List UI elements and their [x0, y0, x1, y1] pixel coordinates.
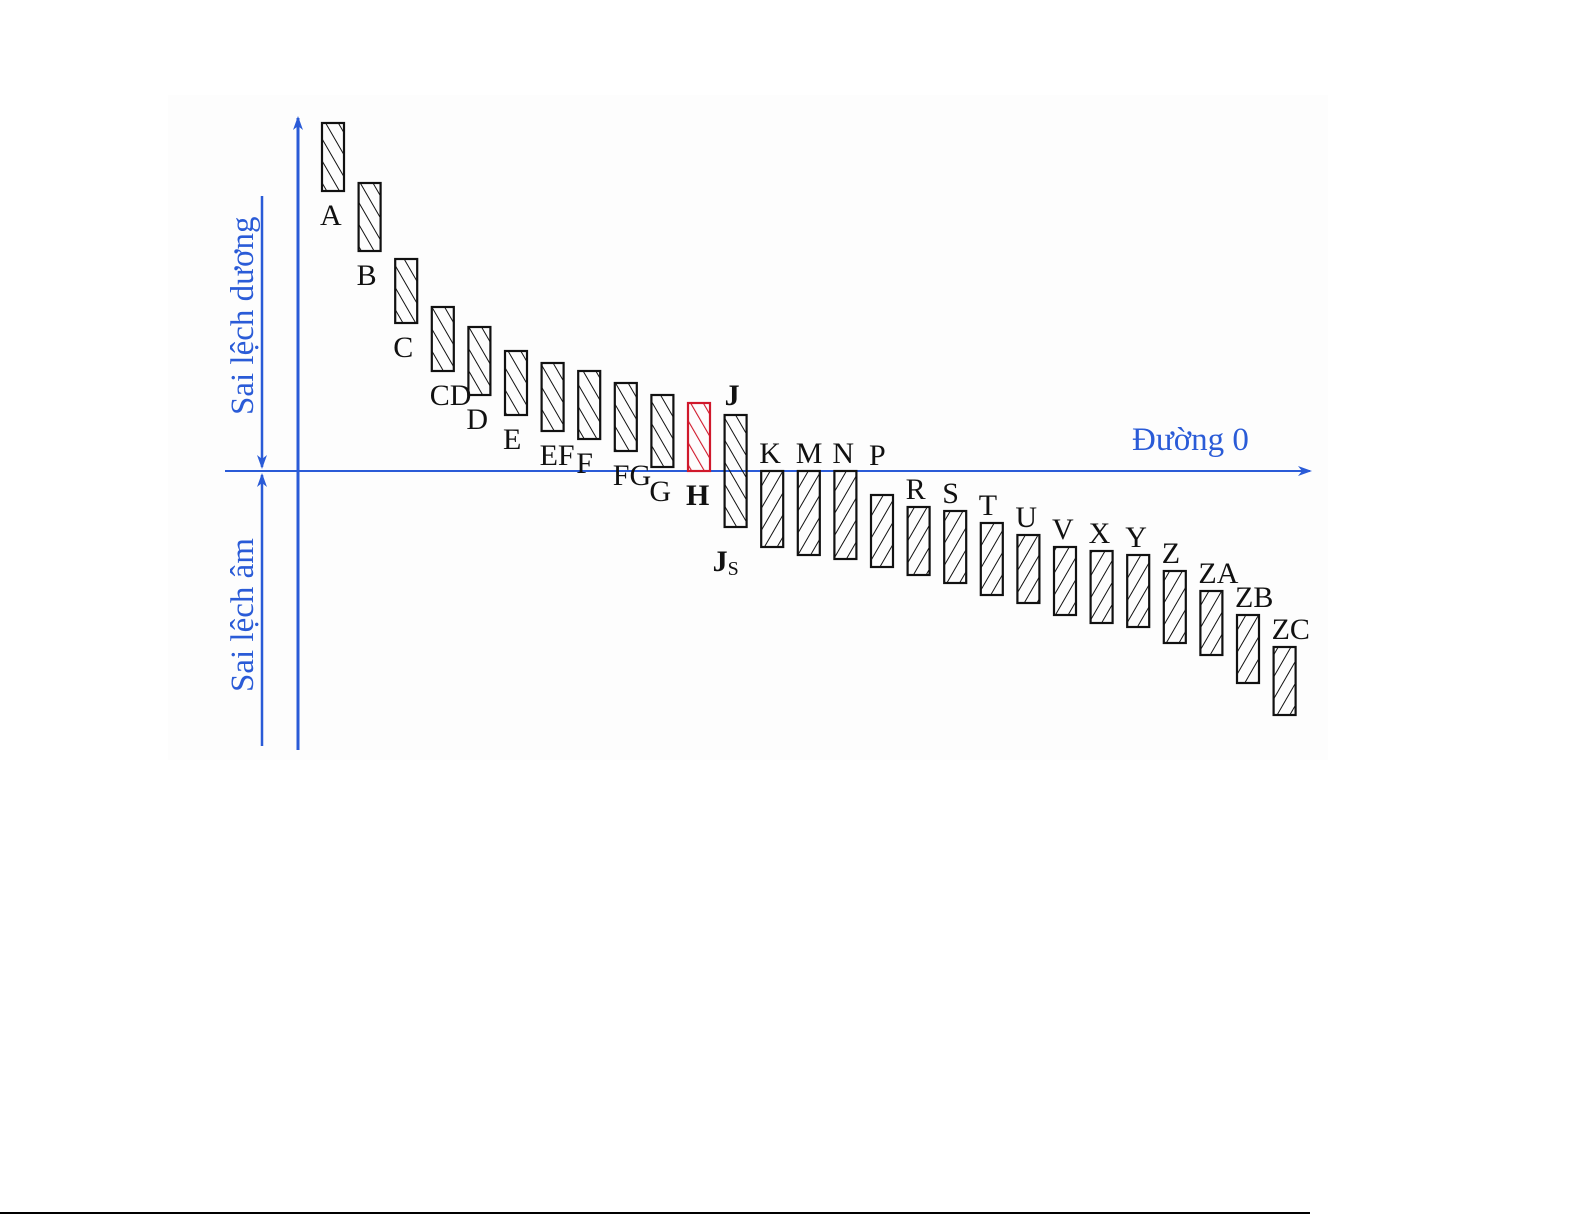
- zone-label-y: Y: [1125, 521, 1147, 554]
- zone-h: [686, 401, 712, 473]
- zone-label-g: G: [649, 475, 671, 508]
- zone-p: [869, 493, 895, 569]
- zone-n: [833, 469, 858, 561]
- zone-label-e: E: [503, 423, 521, 456]
- zone-fg: [613, 381, 638, 453]
- zone-label-s: S: [942, 477, 959, 510]
- zone-b: [357, 181, 382, 253]
- zone-label-h: H: [686, 479, 709, 512]
- zone-v: [1052, 545, 1078, 617]
- zone-label-zb: ZB: [1235, 581, 1273, 614]
- zone-r: [906, 505, 931, 577]
- positive-deviation-label: Sai lệch dương: [225, 217, 261, 415]
- zone-z: [1162, 569, 1187, 645]
- zone-label-d: D: [466, 403, 488, 436]
- zone-label-c: C: [393, 331, 413, 364]
- zone-label-cd: CD: [430, 379, 472, 412]
- zone-c: [394, 257, 419, 325]
- zone-d: [467, 325, 492, 397]
- zone-label-f: F: [576, 447, 593, 480]
- zone-f: [577, 369, 602, 441]
- zone-label-t: T: [979, 489, 997, 522]
- zone-ef: [540, 361, 565, 433]
- zone-label-zc: ZC: [1272, 613, 1310, 646]
- zone-label-p: P: [869, 439, 886, 472]
- zone-za: [1199, 589, 1224, 657]
- zone-label-fg: FG: [613, 459, 651, 492]
- zone-label-ef: EF: [540, 439, 575, 472]
- zone-label-a: A: [320, 199, 342, 232]
- zone-label-u: U: [1015, 501, 1037, 534]
- zone-zb: [1235, 613, 1261, 685]
- zone-zc: [1272, 645, 1297, 717]
- zone-label-j: J: [725, 379, 740, 412]
- zone-label-b: B: [357, 259, 377, 292]
- zone-e: [503, 349, 529, 417]
- zone-s: [943, 509, 968, 585]
- zone-m: [796, 469, 821, 557]
- zone-t: [979, 521, 1004, 597]
- zone-cd: [430, 305, 455, 373]
- zone-label-r: R: [906, 473, 926, 506]
- zone-label-k: K: [759, 437, 781, 470]
- zero-line-label: Đường 0: [1132, 422, 1249, 458]
- zone-label-x: X: [1089, 517, 1111, 550]
- zone-j: [723, 413, 748, 529]
- zone-u: [1016, 533, 1041, 605]
- zone-label-v: V: [1052, 513, 1074, 546]
- zone-k: [760, 469, 785, 549]
- zone-g: [650, 393, 675, 469]
- zone-label-m: M: [796, 437, 823, 470]
- page-bottom-rule: [0, 1212, 1310, 1214]
- zone-label-za: ZA: [1198, 557, 1238, 590]
- zone-label-n: N: [832, 437, 854, 470]
- negative-deviation-label: Sai lệch âm: [225, 538, 261, 692]
- zone-y: [1126, 553, 1151, 629]
- zone-a: [320, 121, 346, 193]
- zone-x: [1089, 549, 1114, 625]
- zone-label-z: Z: [1162, 537, 1180, 570]
